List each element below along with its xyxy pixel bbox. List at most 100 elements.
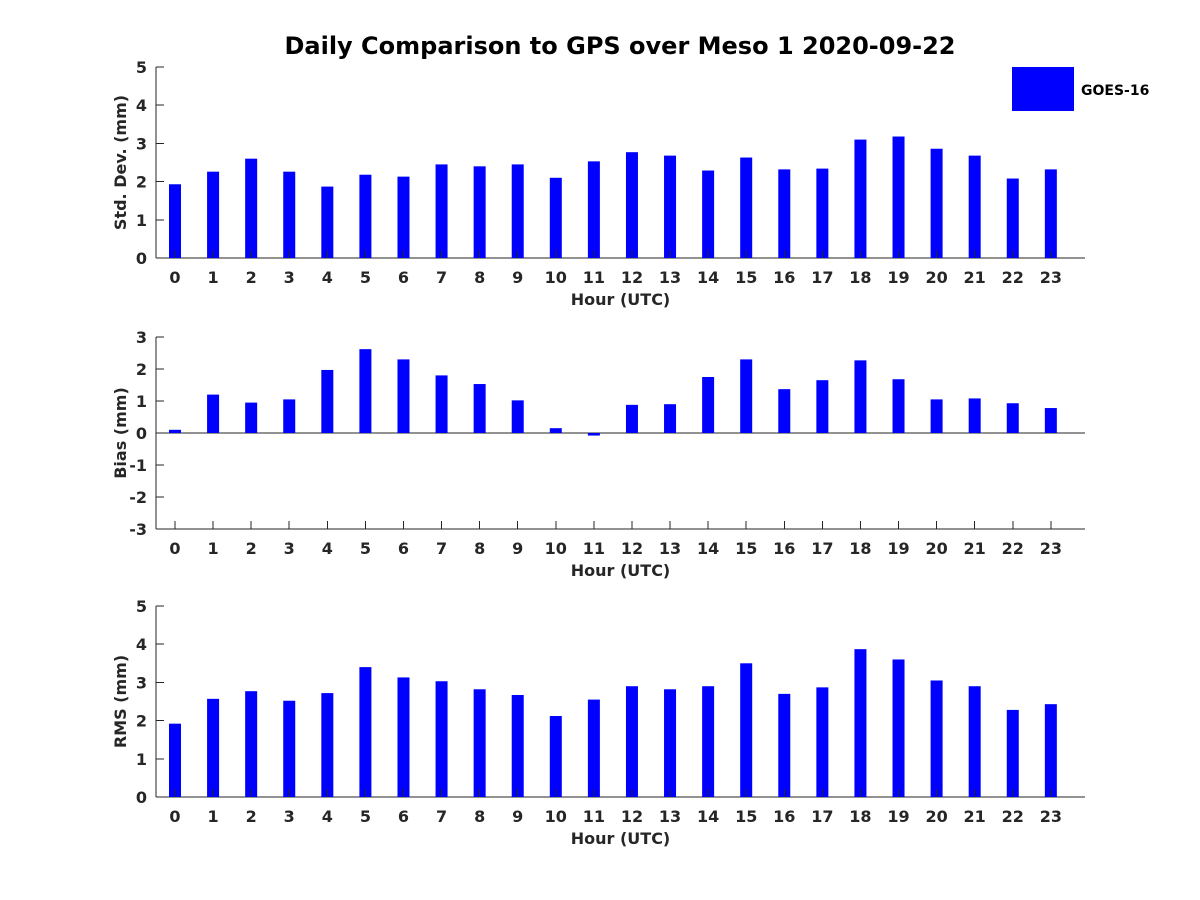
- bar: [587, 161, 600, 258]
- bar: [968, 398, 981, 433]
- bar: [511, 695, 524, 797]
- bar: [511, 400, 524, 433]
- bar: [397, 359, 410, 433]
- y-tick-label: 4: [136, 635, 147, 654]
- bar: [245, 158, 258, 258]
- x-tick-label: 19: [887, 539, 909, 558]
- bar: [473, 384, 486, 433]
- bar: [207, 698, 220, 797]
- x-tick-label: 14: [697, 807, 719, 826]
- x-tick-label: 13: [659, 268, 681, 287]
- x-tick-label: 3: [284, 539, 295, 558]
- x-tick-label: 2: [246, 539, 257, 558]
- bar: [587, 699, 600, 797]
- y-axis-label: Std. Dev. (mm): [111, 95, 130, 230]
- y-tick-label: 2: [136, 712, 147, 731]
- bar: [625, 152, 638, 258]
- bar: [435, 375, 448, 433]
- legend-label: GOES-16: [1081, 83, 1149, 99]
- bar: [587, 433, 600, 436]
- x-tick-label: 16: [773, 539, 795, 558]
- x-tick-label: 6: [398, 268, 409, 287]
- bar: [968, 686, 981, 797]
- bar: [359, 174, 372, 258]
- bar: [930, 680, 943, 797]
- y-tick-label: 2: [136, 360, 147, 379]
- y-axis-label: Bias (mm): [111, 387, 130, 479]
- bar: [283, 399, 296, 433]
- x-tick-label: 19: [887, 268, 909, 287]
- bar: [778, 693, 791, 797]
- x-tick-label: 15: [735, 807, 757, 826]
- bar: [435, 681, 448, 797]
- y-axis-label: RMS (mm): [111, 655, 130, 748]
- bar: [359, 349, 372, 433]
- x-tick-label: 16: [773, 807, 795, 826]
- x-tick-label: 21: [964, 807, 986, 826]
- x-tick-label: 18: [849, 539, 871, 558]
- x-tick-label: 1: [208, 268, 219, 287]
- y-tick-label: 3: [136, 328, 147, 347]
- y-tick-label: 0: [136, 424, 147, 443]
- bar: [245, 402, 258, 433]
- y-tick-label: 1: [136, 392, 147, 411]
- bar: [283, 700, 296, 797]
- bar: [549, 716, 562, 797]
- x-tick-label: 6: [398, 807, 409, 826]
- bar: [1044, 169, 1057, 258]
- bar: [207, 171, 220, 258]
- x-tick-label: 12: [621, 268, 643, 287]
- y-tick-label: 3: [136, 134, 147, 153]
- x-tick-label: 11: [583, 268, 605, 287]
- bar: [169, 184, 181, 258]
- x-tick-label: 2: [246, 807, 257, 826]
- x-tick-label: 23: [1040, 268, 1062, 287]
- bar: [930, 148, 943, 258]
- bar: [473, 166, 486, 258]
- x-tick-label: 17: [811, 268, 833, 287]
- bar: [169, 429, 181, 433]
- x-tick-label: 14: [697, 268, 719, 287]
- y-tick-label: -1: [129, 456, 147, 475]
- x-tick-label: 21: [964, 539, 986, 558]
- x-tick-label: 2: [246, 268, 257, 287]
- x-tick-label: 8: [474, 268, 485, 287]
- bar: [549, 428, 562, 433]
- bar: [702, 686, 715, 797]
- bar: [892, 659, 905, 797]
- x-tick-label: 23: [1040, 539, 1062, 558]
- x-tick-label: 0: [169, 539, 180, 558]
- bar: [1006, 403, 1019, 433]
- legend-swatch: [1012, 67, 1074, 111]
- x-tick-label: 22: [1002, 268, 1024, 287]
- x-tick-label: 4: [322, 539, 333, 558]
- x-tick-label: 11: [583, 539, 605, 558]
- bar: [664, 404, 677, 433]
- x-tick-label: 8: [474, 539, 485, 558]
- x-tick-label: 15: [735, 539, 757, 558]
- bar: [321, 186, 334, 258]
- x-tick-label: 13: [659, 539, 681, 558]
- x-tick-label: 14: [697, 539, 719, 558]
- bar: [169, 723, 181, 797]
- y-tick-label: 1: [136, 750, 147, 769]
- bar: [359, 667, 372, 797]
- bar: [321, 369, 334, 433]
- bar: [397, 176, 410, 258]
- x-tick-label: 21: [964, 268, 986, 287]
- x-tick-label: 19: [887, 807, 909, 826]
- bar: [930, 399, 943, 433]
- bar: [816, 687, 829, 797]
- x-tick-label: 7: [436, 807, 447, 826]
- x-tick-label: 7: [436, 268, 447, 287]
- bar: [892, 136, 905, 258]
- figure-title: Daily Comparison to GPS over Meso 1 2020…: [284, 32, 955, 60]
- y-tick-label: -2: [129, 488, 147, 507]
- bar: [740, 157, 753, 258]
- x-tick-label: 9: [512, 539, 523, 558]
- x-tick-label: 20: [925, 807, 947, 826]
- bar: [968, 155, 981, 258]
- x-tick-label: 23: [1040, 807, 1062, 826]
